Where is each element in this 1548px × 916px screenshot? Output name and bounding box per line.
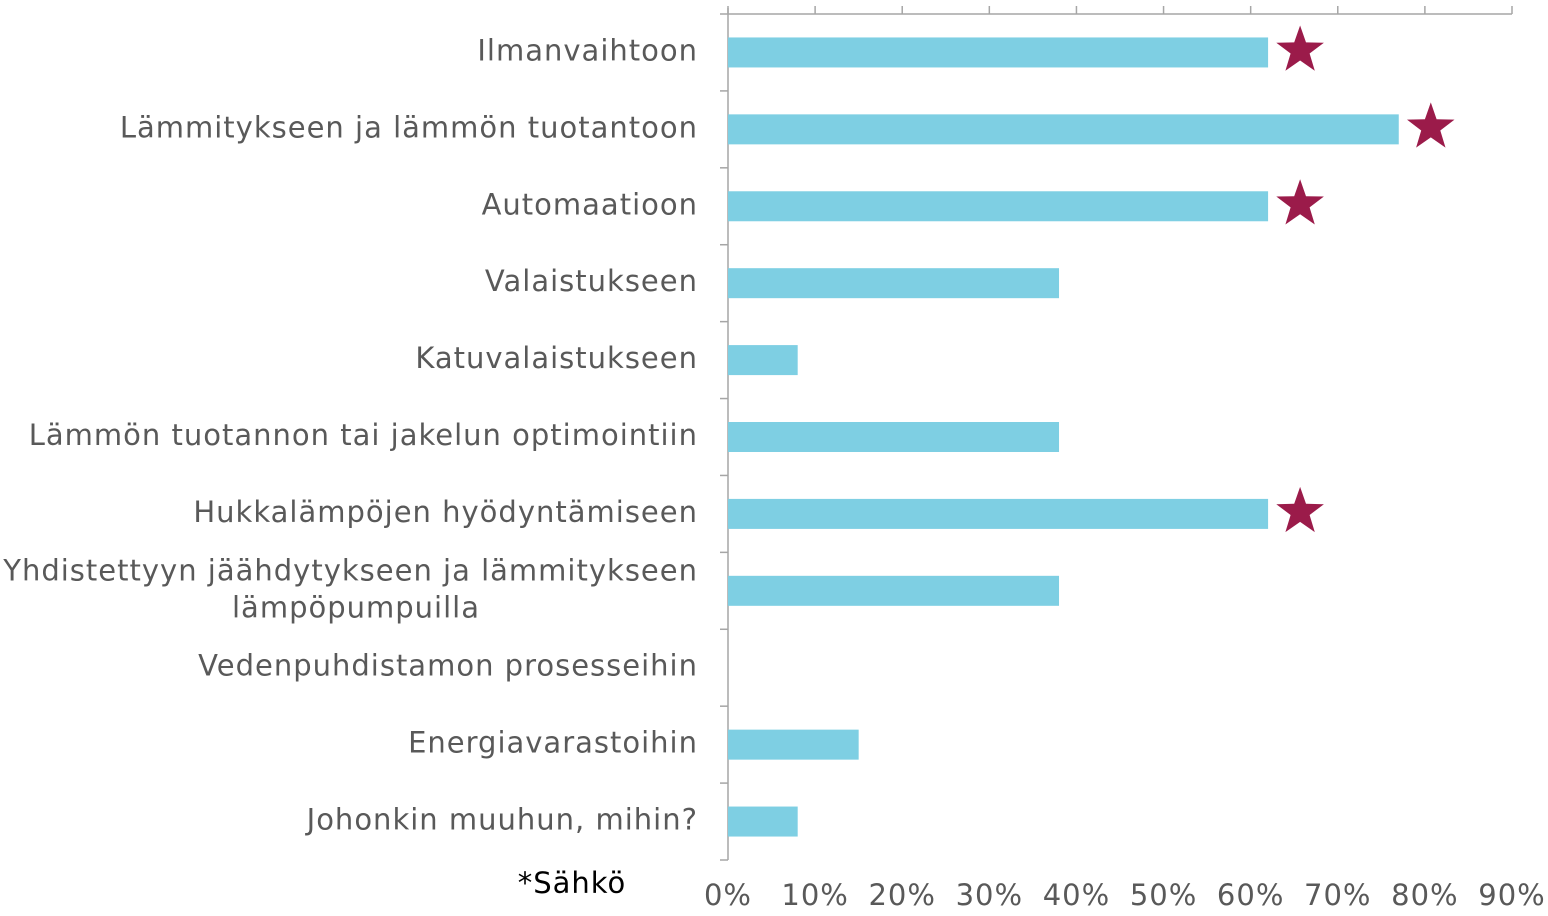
x-tick-label: 0% (704, 878, 752, 912)
x-tick-label: 70% (1304, 878, 1371, 912)
star-marker (1276, 25, 1324, 71)
x-tick-label: 10% (781, 878, 848, 912)
x-tick-label: 90% (1478, 878, 1545, 912)
x-tick-label: 20% (868, 878, 935, 912)
bar (728, 575, 1060, 606)
bar (728, 498, 1269, 529)
y-tick-label: Lämmön tuotannon tai jakelun optimointii… (29, 418, 698, 452)
bar (728, 268, 1060, 299)
x-tick-label: 50% (1130, 878, 1197, 912)
y-tick-label: Hukkalämpöjen hyödyntämiseen (193, 495, 698, 529)
bar (728, 806, 798, 837)
bar (728, 345, 798, 376)
y-tick-label: Vedenpuhdistamon prosesseihin (198, 649, 698, 683)
x-tick-label: 60% (1217, 878, 1284, 912)
y-tick-label: Energiavarastoihin (408, 726, 698, 760)
y-tick-label: Automaatioon (482, 187, 698, 221)
star-marker (1407, 102, 1455, 148)
star-marker (1276, 179, 1324, 225)
x-tick-label: 30% (956, 878, 1023, 912)
x-tick-label: 40% (1043, 878, 1110, 912)
bar (728, 422, 1060, 452)
bar (728, 37, 1269, 68)
annotation: *Sähkö (518, 866, 627, 900)
star-marker (1276, 486, 1324, 533)
y-tick-label: Yhdistettyyn jäähdytykseen ja lämmitykse… (2, 553, 698, 624)
bar (728, 191, 1269, 222)
y-tick-label: Lämmitykseen ja lämmön tuotantoon (120, 110, 698, 144)
y-tick-label: Johonkin muuhun, mihin? (305, 803, 698, 837)
y-tick-label: Valaistukseen (485, 264, 698, 298)
y-tick-label: Ilmanvaihtoon (477, 33, 698, 67)
bar (728, 729, 859, 760)
x-tick-label: 80% (1391, 878, 1458, 912)
bar (728, 114, 1399, 145)
y-tick-label: Katuvalaistukseen (415, 341, 698, 375)
